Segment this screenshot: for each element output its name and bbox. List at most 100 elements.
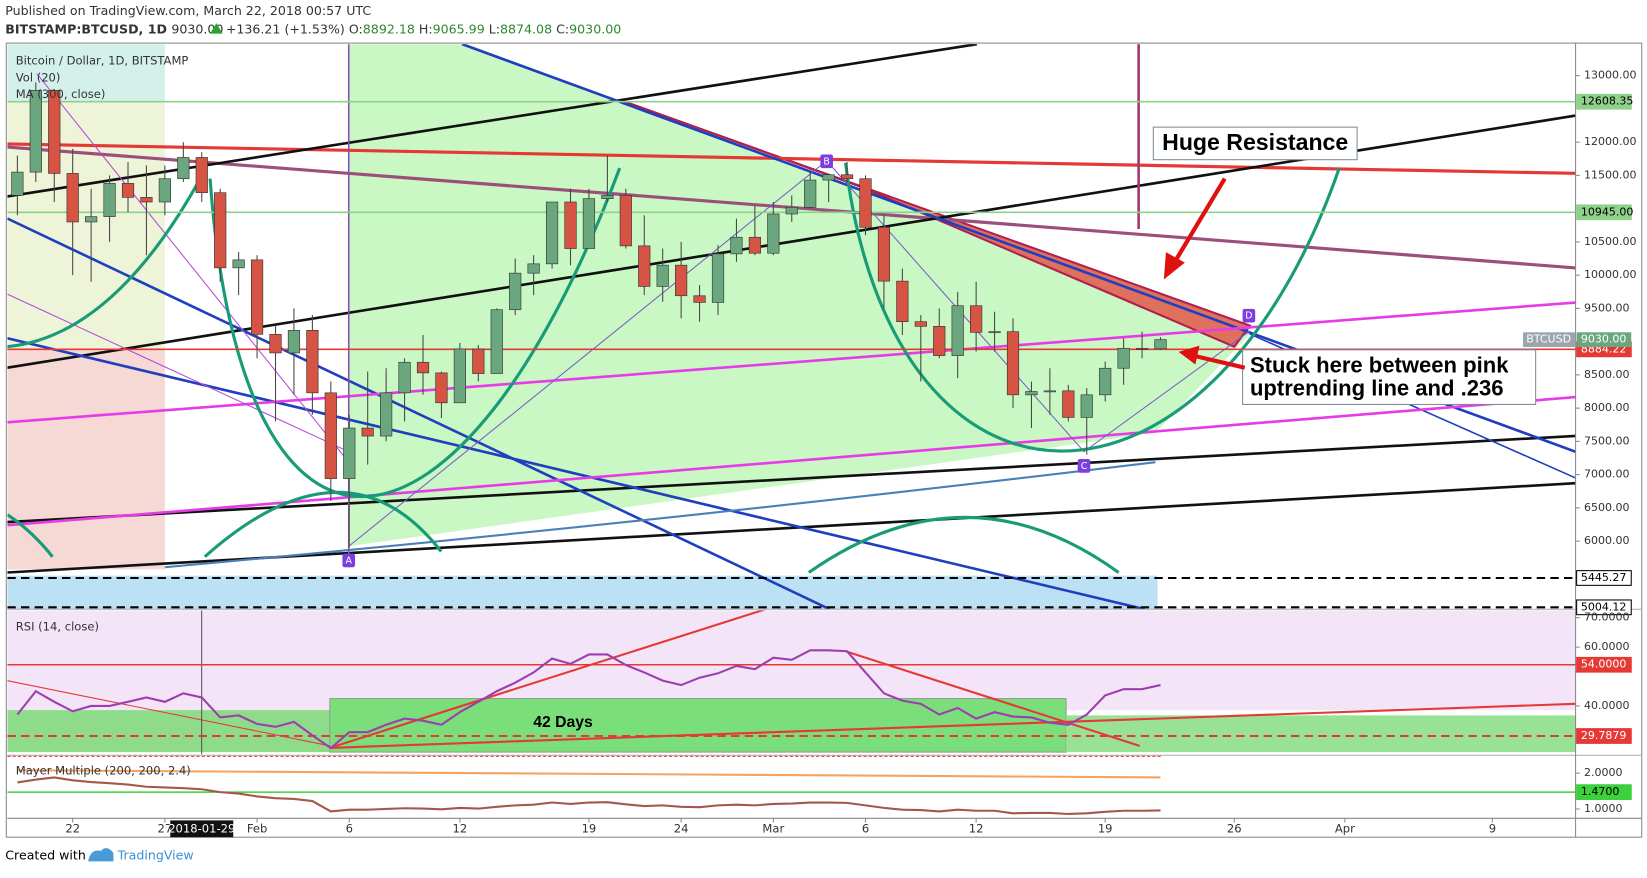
candle-body bbox=[361, 427, 374, 437]
quote-line: BITSTAMP:BTCUSD, 1D 9030.00 bbox=[5, 21, 223, 36]
point-labels: A B C D bbox=[342, 154, 1256, 568]
candle-body bbox=[177, 157, 190, 180]
candle-body bbox=[232, 259, 245, 269]
y-tick-label: 7000.00 bbox=[1584, 468, 1630, 481]
trend-line bbox=[7, 293, 349, 453]
candle-body bbox=[509, 272, 522, 311]
c: 9030.00 bbox=[569, 21, 621, 36]
y-tick-label: 70.0000 bbox=[1584, 611, 1630, 624]
level-box bbox=[1576, 599, 1632, 616]
candle-body bbox=[1135, 347, 1149, 350]
candle-body bbox=[250, 259, 264, 335]
y-tick-label: 7500.00 bbox=[1584, 434, 1630, 447]
candle-body bbox=[343, 427, 356, 479]
x-tick-label: 26 bbox=[1227, 821, 1242, 835]
arrow-head bbox=[1163, 252, 1185, 280]
candle-body bbox=[11, 171, 24, 196]
candle-body bbox=[48, 89, 61, 174]
rsi-zone bbox=[7, 710, 330, 753]
x-tick-label: 6 bbox=[346, 821, 353, 835]
level-label: 10945.00 bbox=[1581, 205, 1634, 218]
l-label: L: bbox=[489, 21, 500, 36]
o: 8892.18 bbox=[363, 21, 415, 36]
candle-body bbox=[306, 330, 319, 394]
y-tick-label: 8500.00 bbox=[1584, 368, 1630, 381]
candle-body bbox=[748, 236, 761, 254]
legend: RSI (14, close) bbox=[16, 620, 99, 634]
x-tick-label: 24 bbox=[674, 821, 689, 835]
callout: uptrending line and .236 bbox=[1250, 376, 1504, 401]
point-box bbox=[342, 553, 356, 568]
triangle bbox=[348, 44, 1250, 547]
candle-body bbox=[435, 372, 448, 404]
x-tick-label: 6 bbox=[862, 821, 869, 835]
level-box bbox=[1576, 570, 1632, 586]
rsi-drawings bbox=[7, 610, 1576, 757]
point-label: B bbox=[823, 156, 829, 167]
candle-body bbox=[380, 392, 393, 437]
y-tick-label: 13000.00 bbox=[1584, 69, 1637, 82]
l: 8874.08 bbox=[500, 21, 552, 36]
arc bbox=[843, 162, 1341, 453]
candle-body bbox=[527, 263, 540, 274]
y-tick-label: 2.0000 bbox=[1584, 766, 1623, 779]
level-box bbox=[1576, 93, 1632, 110]
arc bbox=[203, 490, 443, 558]
candle-body bbox=[896, 280, 909, 323]
quote-values: +136.21 (+1.53%) O:8892.18 H:9065.99 L:8… bbox=[226, 21, 621, 36]
up-arrow bbox=[210, 23, 223, 34]
level-label: 54.0000 bbox=[1581, 658, 1627, 671]
candle-body bbox=[730, 236, 743, 255]
candle-body bbox=[785, 207, 798, 215]
rsi-trend bbox=[329, 702, 1576, 749]
point-box bbox=[1077, 459, 1091, 473]
last-label: 9030.00 bbox=[1581, 333, 1627, 346]
x-tick-label: Apr bbox=[1335, 821, 1355, 835]
y-tick-label: 9500.00 bbox=[1584, 301, 1630, 314]
candle-body bbox=[804, 179, 817, 208]
volume-band bbox=[7, 575, 1158, 610]
candle-body bbox=[619, 195, 632, 247]
marks: 22 27 Feb 6 12 19 24 Mar 6 12 19 26 Apr 9 2018-01-29 13… bbox=[7, 69, 1637, 838]
candle-body bbox=[914, 321, 927, 327]
o-label: O: bbox=[349, 21, 363, 36]
x-tick-label: 19 bbox=[582, 821, 597, 835]
y-tick-label: 8000.00 bbox=[1584, 401, 1630, 414]
candle-body bbox=[453, 348, 466, 404]
series-line bbox=[17, 769, 1161, 779]
candle-body bbox=[970, 305, 983, 333]
y-tick-label: 40.0000 bbox=[1584, 699, 1630, 712]
level-label: 29.7879 bbox=[1581, 729, 1627, 742]
candle-body bbox=[1154, 339, 1167, 350]
days-label: 42 Days bbox=[533, 714, 593, 731]
candle-body bbox=[214, 192, 227, 269]
trend-line bbox=[36, 73, 350, 463]
candle-body bbox=[1043, 390, 1056, 393]
change: +136.21 (+1.53%) bbox=[226, 21, 345, 36]
candle-body bbox=[490, 309, 503, 374]
candle-body bbox=[472, 348, 485, 374]
y-tick-label: 11500.00 bbox=[1584, 168, 1637, 181]
footer-text: Created with bbox=[5, 848, 86, 863]
frame bbox=[5, 42, 1643, 838]
candle-body bbox=[66, 173, 79, 223]
candle-body bbox=[767, 213, 780, 254]
arc bbox=[7, 513, 54, 558]
legend: MA (300, close) bbox=[16, 87, 106, 101]
y-tick-label: 60.0000 bbox=[1584, 640, 1630, 653]
candle-body bbox=[269, 334, 282, 354]
point-box bbox=[820, 154, 833, 169]
candle-body bbox=[656, 264, 669, 287]
trend-line bbox=[7, 44, 978, 198]
y-tick-label: 1.0000 bbox=[1584, 802, 1623, 815]
candle-body bbox=[398, 361, 411, 394]
level-label: 1.4700 bbox=[1581, 785, 1620, 798]
candle-body bbox=[988, 331, 1001, 334]
c-label: C: bbox=[556, 21, 569, 36]
trend-line bbox=[7, 217, 831, 610]
arrow bbox=[1172, 177, 1227, 264]
footer-brand[interactable]: TradingView bbox=[117, 848, 194, 863]
candle-body bbox=[693, 295, 706, 303]
point-label: C bbox=[1081, 461, 1088, 472]
